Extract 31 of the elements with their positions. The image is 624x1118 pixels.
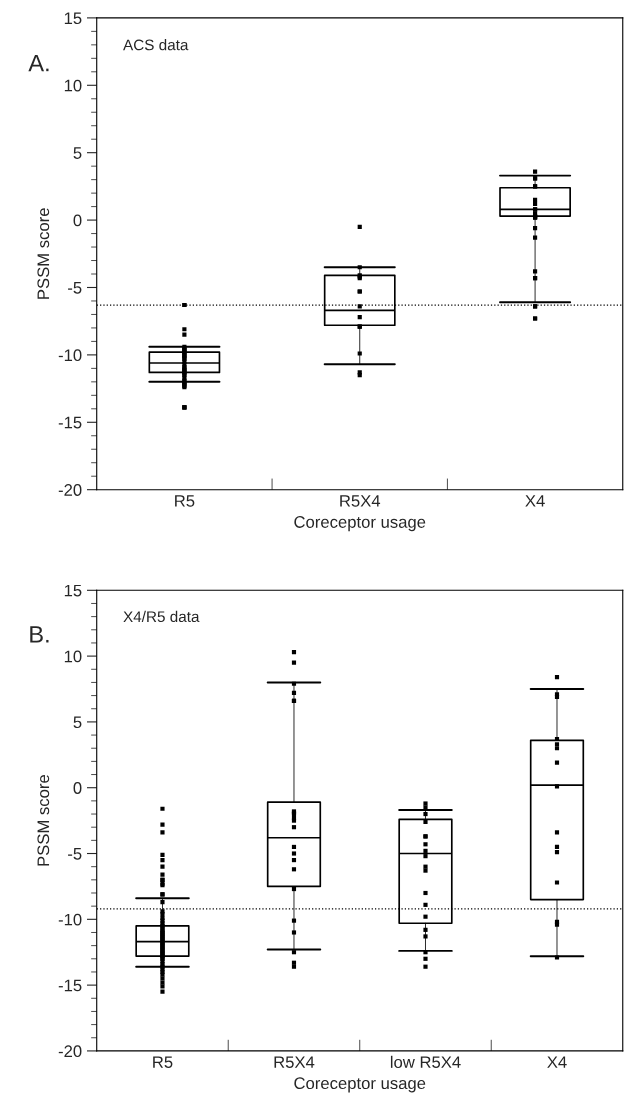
y-axis-title: PSSM score [37,208,50,299]
y-tick-label: 0 [73,214,82,227]
y-tick-label: -15 [58,979,82,992]
y-tick-label: -10 [58,349,82,362]
annotation: ACS data [123,39,189,51]
y-tick-label: -20 [58,484,82,496]
x-axis-title: Coreceptor usage [294,516,426,532]
annotation: X4/R5 data [123,610,200,623]
x-tick-label: R5X4 [274,1056,315,1069]
x-tick-label: R5 [175,495,195,507]
y-tick-label: 10 [64,79,82,92]
y-axis-title: PSSM score [37,775,50,866]
x-axis-title: Coreceptor usage [294,1077,426,1093]
y-tick-label: 10 [64,650,82,663]
y-tick-label: 5 [73,716,82,729]
text: A. [28,54,49,72]
y-tick-label: -5 [68,848,82,860]
y-tick-label: 0 [73,782,82,794]
y-tick-label: 15 [64,12,82,25]
x-tick-label: R5X4 [340,495,381,507]
x-tick-label: R5 [153,1056,173,1069]
x-tick-label: X4 [525,495,545,507]
y-tick-label: -20 [58,1045,82,1058]
y-tick-label: 15 [64,584,82,597]
text: B. [30,626,49,643]
y-tick-label: -10 [58,913,82,926]
x-tick-label: X4 [547,1056,567,1068]
x-tick-label: low R5X4 [390,1055,461,1069]
y-tick-label: 5 [73,147,82,159]
y-tick-label: -5 [68,282,82,294]
y-tick-label: -15 [58,416,82,429]
